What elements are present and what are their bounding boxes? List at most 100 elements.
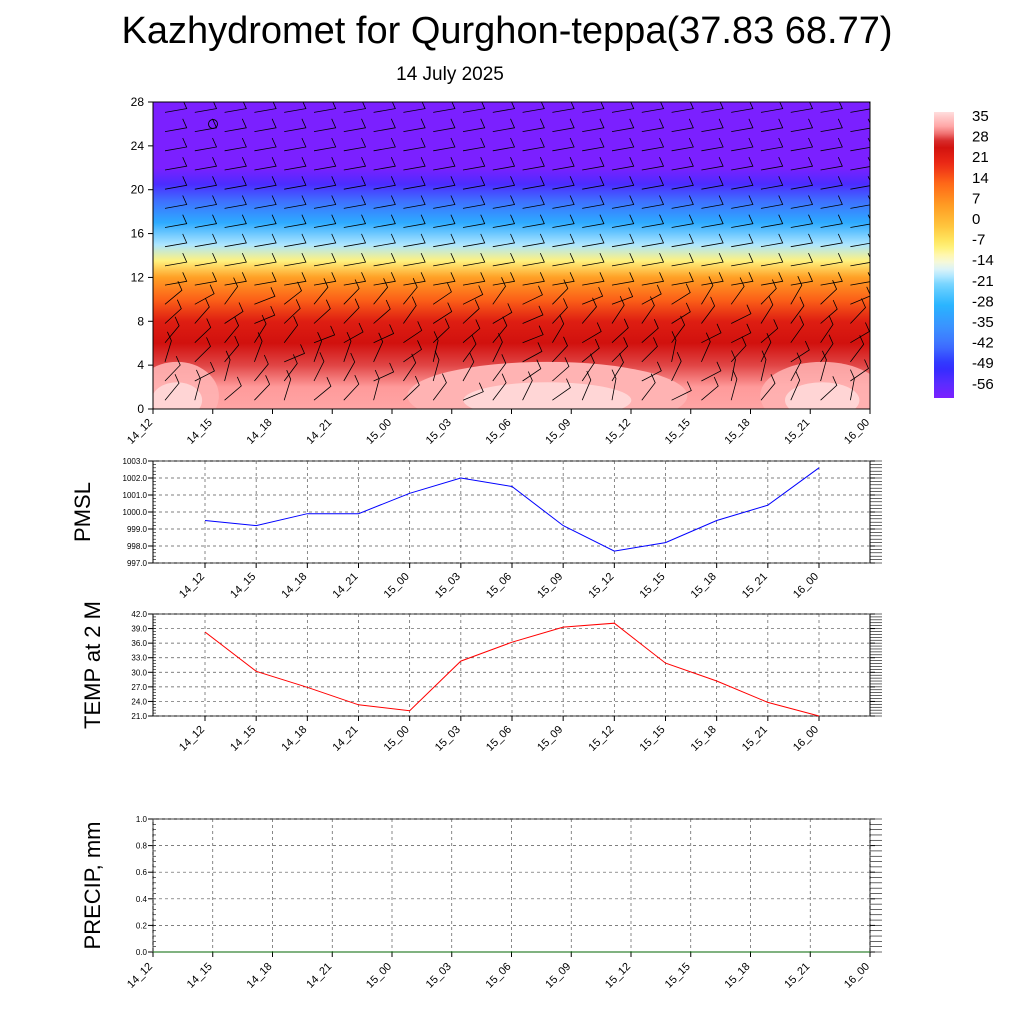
wind-barb — [790, 176, 814, 190]
wind-barb — [432, 318, 450, 343]
x-tick-label: 14_12 — [125, 961, 155, 991]
wind-barb — [403, 321, 423, 344]
wind-barb — [611, 118, 635, 132]
wind-barb — [641, 233, 665, 248]
wind-barb — [820, 233, 843, 248]
wind-barb — [611, 137, 635, 152]
wind-barb — [671, 272, 694, 286]
wind-barb — [432, 350, 440, 382]
wind-barb — [552, 195, 575, 209]
wind-barb — [850, 322, 870, 344]
wind-barb — [790, 370, 801, 401]
wind-barb — [552, 137, 575, 152]
wind-barb — [820, 137, 843, 152]
wind-barb — [284, 176, 307, 190]
wind-barb — [760, 118, 784, 132]
wind-barb — [433, 102, 456, 113]
panel-ylabel: TEMP at 2 M — [80, 601, 105, 729]
wind-barb — [790, 195, 814, 209]
wind-barb — [403, 233, 426, 248]
wind-barb — [373, 233, 396, 248]
wind-barb — [313, 377, 332, 401]
wind-barb — [760, 137, 784, 152]
wind-barb — [760, 252, 784, 267]
y-tick-label: 1001.0 — [123, 491, 148, 500]
y-tick-label: 33.0 — [131, 654, 147, 663]
y-tick-label: 0.6 — [136, 868, 148, 877]
wind-barb — [820, 118, 843, 132]
wind-barb — [820, 214, 843, 228]
wind-barb — [224, 214, 247, 228]
wind-barb — [611, 252, 635, 267]
wind-barb — [284, 157, 307, 171]
y-tick-label: 24.0 — [131, 697, 147, 706]
wind-barb — [373, 157, 396, 171]
wind-barb — [403, 278, 418, 305]
x-tick-label: 15_06 — [484, 571, 514, 601]
wind-barb — [373, 272, 396, 286]
wind-barb — [462, 285, 484, 305]
y-tick-label: 12 — [131, 270, 145, 284]
colorbar: 35 28 21 14 7 0 -7 -14 -21 -28 -35 -42 -49 -56 — [934, 108, 994, 398]
wind-barb — [671, 233, 694, 248]
wind-barb — [343, 252, 367, 267]
x-tick-label: 14_15 — [185, 417, 215, 447]
x-tick-label: 15_06 — [484, 724, 514, 754]
colorbar-label: -7 — [972, 232, 985, 249]
wind-barb — [194, 284, 215, 305]
wind-barb — [522, 118, 545, 132]
wind-barb — [552, 336, 568, 363]
wind-barb — [552, 272, 575, 286]
wind-barb — [343, 298, 360, 324]
wind-barb — [552, 118, 575, 132]
wind-barb — [790, 137, 814, 152]
x-tick-label: 15_00 — [382, 571, 412, 601]
wind-barb — [611, 318, 629, 343]
wind-barb — [433, 137, 456, 152]
wind-barb — [254, 137, 277, 152]
wind-barb — [671, 195, 694, 209]
wind-barb — [701, 272, 724, 286]
wind-barb — [462, 157, 486, 171]
wind-barb — [731, 323, 752, 344]
colorbar-label: -42 — [972, 335, 994, 352]
wind-barb — [194, 214, 218, 228]
wind-barb — [552, 298, 568, 324]
wind-barb — [790, 315, 805, 343]
x-tick-label: 15_06 — [484, 417, 514, 447]
x-tick-label: 14_15 — [185, 961, 215, 991]
wind-barb — [224, 102, 247, 113]
wind-barb — [283, 281, 302, 305]
x-tick-label: 14_18 — [245, 417, 275, 447]
wind-barb — [730, 369, 738, 401]
wind-barb — [492, 332, 503, 363]
wind-barb — [254, 354, 269, 382]
wind-barb — [492, 176, 516, 190]
wind-barb — [254, 252, 277, 267]
wind-barb — [284, 118, 307, 132]
x-tick-label: 14_18 — [279, 571, 309, 601]
wind-barb — [164, 331, 172, 363]
warm-core-blob — [153, 382, 203, 409]
x-tick-label: 15_03 — [433, 724, 463, 754]
wind-barb — [731, 252, 754, 267]
x-tick-label: 14_15 — [228, 724, 258, 754]
wind-barb — [582, 137, 605, 152]
wind-barb — [283, 299, 301, 324]
y-tick-label: 1.0 — [136, 815, 148, 824]
wind-barb — [403, 157, 426, 171]
wind-barb — [194, 118, 218, 132]
wind-barb — [254, 195, 277, 209]
x-tick-label: 15_15 — [663, 961, 693, 991]
wind-barb — [373, 195, 396, 209]
wind-barb — [581, 370, 592, 401]
wind-barb — [313, 195, 337, 209]
y-tick-label: 30.0 — [131, 668, 147, 677]
wind-barb — [373, 102, 396, 113]
wind-barb — [760, 272, 784, 286]
x-tick-label: 15_18 — [723, 961, 753, 991]
wind-barb — [552, 176, 575, 190]
wind-barb — [462, 334, 477, 363]
wind-barb — [582, 214, 605, 228]
wind-barb — [403, 272, 426, 286]
